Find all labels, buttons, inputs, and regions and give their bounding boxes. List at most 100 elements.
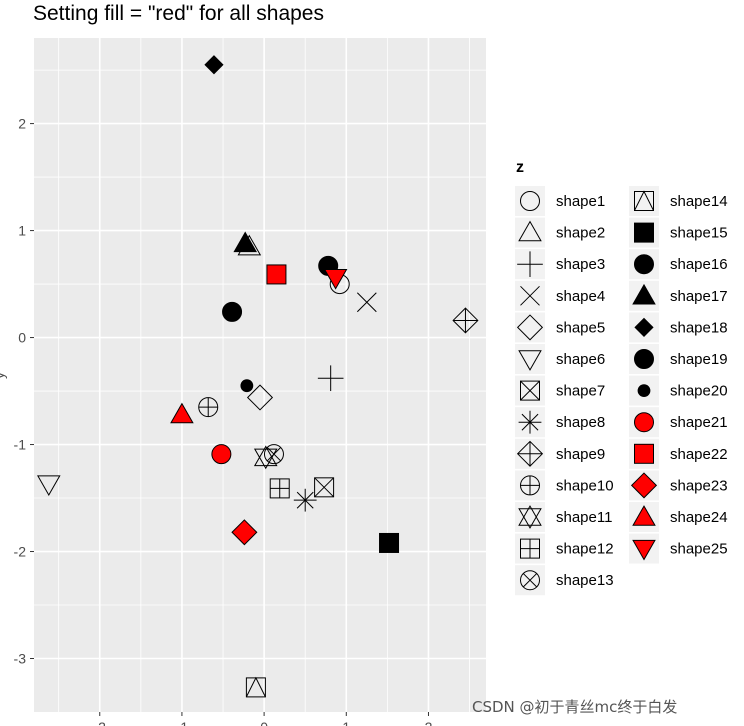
legend-key-shape20 [637, 384, 651, 397]
legend-key-shape8 [518, 410, 542, 434]
point-shape9 [452, 307, 479, 334]
legend-label: shape1 [556, 193, 605, 210]
y-tick-label: -3 [14, 651, 27, 667]
legend-key-shape18 [634, 317, 654, 337]
legend-item-shape14: shape14 [629, 186, 728, 216]
legend-label: shape25 [670, 541, 728, 558]
legend-key-shape21 [634, 412, 654, 433]
point-shape20 [240, 379, 254, 393]
legend-item-shape24: shape24 [629, 502, 728, 532]
legend-label: shape2 [556, 225, 605, 242]
legend-label: shape20 [670, 383, 728, 400]
y-tick-label: -1 [14, 437, 27, 453]
legend-key-shape25 [632, 539, 656, 561]
legend-item-shape9: shape9 [515, 438, 605, 469]
legend-label: shape10 [556, 477, 614, 494]
legend-item-shape16: shape16 [629, 249, 728, 280]
legend-item-shape20: shape20 [629, 375, 728, 406]
legend-item-shape21: shape21 [629, 407, 728, 438]
y-tick-label: 2 [18, 116, 26, 132]
legend-item-shape12: shape12 [515, 533, 614, 564]
legend-label: shape16 [670, 256, 728, 273]
point-shape14 [245, 676, 266, 698]
legend-key-shape23 [630, 472, 658, 499]
legend-item-shape22: shape22 [629, 438, 728, 469]
point-shape8 [293, 488, 317, 512]
legend-item-shape1: shape1 [515, 186, 605, 216]
legend-label: shape4 [556, 288, 605, 305]
legend-item-shape18: shape18 [629, 312, 728, 343]
legend-key-shape14 [634, 190, 654, 211]
x-tick-label: 1 [342, 719, 350, 726]
point-shape25 [323, 268, 348, 290]
legend-label: shape13 [556, 572, 614, 589]
y-axis: -3 -2 -1 0 1 2 [14, 116, 34, 667]
legend-label: shape19 [670, 351, 728, 368]
plot-panel [34, 38, 486, 712]
y-axis-label: y [0, 372, 7, 379]
legend-item-shape15: shape15 [629, 217, 728, 248]
legend-item-shape11: shape11 [515, 502, 612, 532]
point-shape10 [198, 397, 219, 418]
point-shape22 [266, 264, 287, 285]
legend-key-shape2 [518, 220, 542, 242]
legend-label: shape17 [670, 288, 728, 305]
point-shape21 [211, 444, 232, 465]
watermark: CSDN @初于青丝mc终于白发 [472, 698, 678, 716]
legend-key-shape3 [517, 251, 543, 278]
point-shape13 [263, 444, 284, 465]
legend: z shape1 shape2 shape3 shape4 shape5 shape6 sh… [512, 159, 742, 596]
legend-item-shape23: shape23 [629, 470, 728, 501]
point-shape23 [231, 519, 258, 546]
legend-label: shape11 [556, 509, 612, 526]
legend-item-shape4: shape4 [515, 280, 605, 311]
legend-label: shape21 [670, 414, 728, 431]
x-tick-label: -2 [94, 719, 107, 726]
x-axis: -2 -1 0 1 2 [94, 712, 433, 726]
legend-item-shape3: shape3 [515, 249, 605, 280]
legend-label: shape5 [556, 319, 605, 336]
legend-title: z [516, 159, 524, 176]
legend-key-box [515, 186, 545, 216]
legend-key-shape6 [518, 350, 542, 371]
point-shape5 [246, 384, 274, 411]
legend-key-shape17 [632, 283, 656, 305]
chart-title: Setting fill = "red" for all shapes [33, 2, 324, 25]
legend-key-shape16 [634, 254, 654, 275]
legend-key-shape12 [520, 538, 540, 559]
legend-key-shape24 [632, 505, 656, 526]
data-points [37, 55, 479, 698]
legend-key-shape4 [520, 285, 540, 306]
point-shape17 [233, 231, 257, 253]
legend-label: shape3 [556, 256, 605, 273]
legend-item-shape2: shape2 [515, 217, 605, 248]
legend-item-shape6: shape6 [515, 344, 605, 374]
legend-key-shape11 [518, 505, 542, 529]
point-shape6 [37, 475, 61, 497]
y-tick-label: -2 [14, 544, 27, 560]
legend-label: shape18 [670, 319, 728, 336]
grid-major [34, 38, 486, 712]
legend-key-shape19 [634, 349, 654, 369]
legend-item-shape13: shape13 [515, 565, 614, 596]
legend-item-shape25: shape25 [629, 533, 728, 564]
y-tick-label: 1 [18, 223, 26, 239]
x-tick-label: 0 [260, 719, 268, 726]
legend-key-box [515, 312, 545, 343]
legend-label: shape24 [670, 509, 728, 526]
point-shape12 [269, 478, 290, 499]
x-tick-label: 2 [425, 719, 433, 726]
legend-key-shape1 [520, 191, 540, 211]
legend-key-shape22 [634, 443, 654, 464]
legend-label: shape23 [670, 477, 728, 494]
legend-key-shape9 [516, 440, 544, 467]
legend-key-shape10 [520, 475, 540, 496]
legend-item-shape19: shape19 [629, 344, 728, 374]
point-shape15 [379, 532, 400, 553]
legend-item-shape17: shape17 [629, 280, 728, 311]
point-shape4 [356, 292, 377, 313]
legend-label: shape12 [556, 541, 614, 558]
legend-label: shape22 [670, 446, 728, 463]
point-shape7 [314, 477, 335, 498]
